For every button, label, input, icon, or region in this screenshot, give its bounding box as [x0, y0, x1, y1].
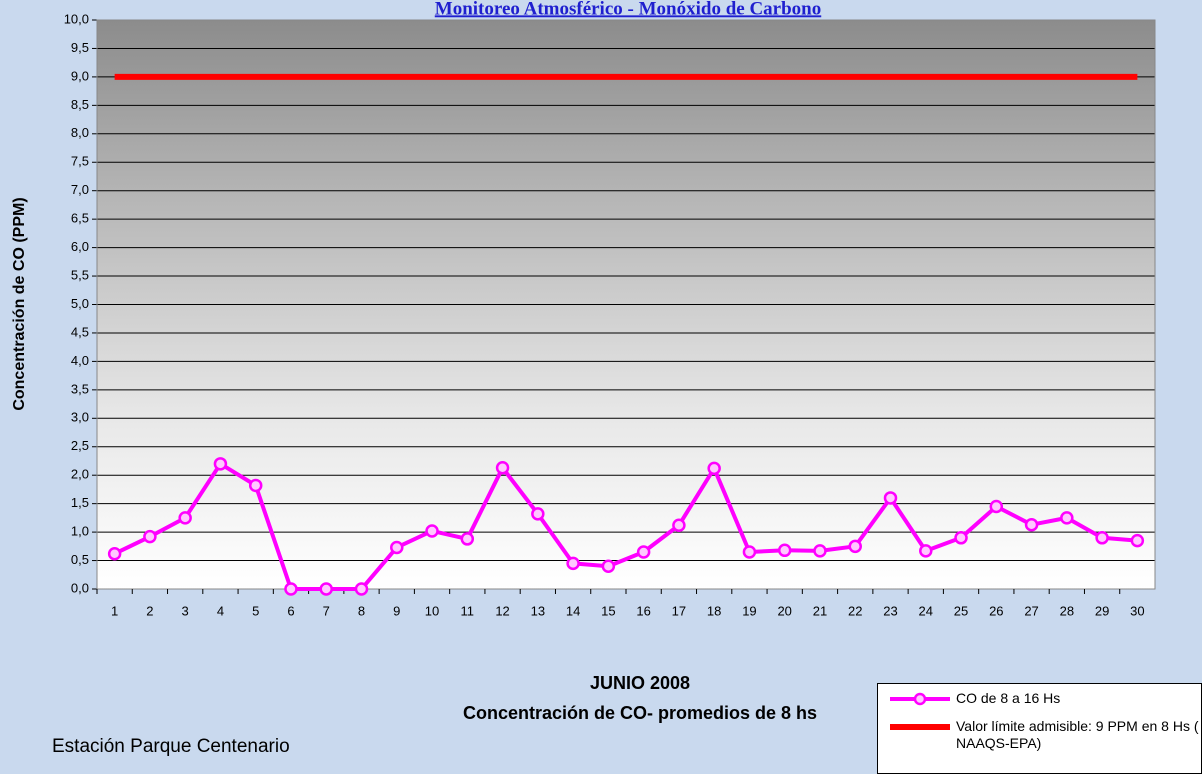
y-tick-label: 8,5 — [71, 97, 89, 112]
y-tick-label: 9,0 — [71, 68, 89, 83]
x-tick-label: 17 — [672, 603, 686, 618]
x-tick-label: 6 — [287, 603, 294, 618]
y-tick-label: 9,5 — [71, 40, 89, 55]
x-tick-label: 15 — [601, 603, 615, 618]
legend-label: Valor límite admisible: 9 PPM en 8 Hs ( … — [956, 718, 1199, 751]
y-axis-label: Concentración de CO (PPM) — [11, 197, 28, 410]
legend: CO de 8 a 16 Hs Valor límite admisible: 9… — [877, 683, 1202, 774]
x-tick-label: 19 — [742, 603, 756, 618]
y-tick-label: 6,5 — [71, 211, 89, 226]
x-tick-label: 26 — [989, 603, 1003, 618]
x-tick-label: 12 — [495, 603, 509, 618]
data-point — [460, 532, 475, 546]
legend-entry: Valor límite admisible: 9 PPM en 8 Hs ( … — [888, 718, 1202, 752]
x-tick-label: 13 — [531, 603, 545, 618]
data-point — [1024, 517, 1039, 532]
x-tick-label: 14 — [566, 603, 580, 618]
data-point — [883, 491, 898, 505]
data-point — [777, 543, 792, 558]
x-tick-label: 2 — [146, 603, 153, 618]
data-point — [284, 582, 298, 596]
x-tick-label: 9 — [393, 603, 400, 618]
data-point — [178, 511, 192, 525]
x-tick-label: 29 — [1095, 603, 1109, 618]
data-point — [954, 531, 968, 545]
data-point — [636, 545, 651, 559]
x-tick-label: 23 — [883, 603, 897, 618]
y-tick-label: 7,0 — [71, 182, 89, 197]
y-tick-label: 1,5 — [71, 495, 89, 510]
y-tick-label: 0,5 — [71, 552, 89, 567]
x-tick-label: 8 — [358, 603, 365, 618]
x-axis-label: JUNIO 2008 — [590, 673, 690, 693]
data-point — [531, 507, 545, 521]
x-axis-sublabel: Concentración de CO- promedios de 8 hs — [463, 703, 817, 723]
x-tick-label: 20 — [777, 603, 791, 618]
data-point — [390, 540, 404, 555]
legend-label: CO de 8 a 16 Hs — [956, 690, 1061, 706]
y-tick-label: 5,5 — [71, 267, 89, 282]
y-tick-label: 4,0 — [71, 353, 89, 368]
y-tick-label: 8,0 — [71, 125, 89, 140]
x-tick-label: 24 — [919, 603, 933, 618]
x-tick-label: 16 — [636, 603, 650, 618]
legend-swatch — [890, 724, 950, 730]
legend-marker — [913, 692, 927, 706]
data-point — [848, 539, 862, 554]
data-point — [707, 461, 721, 476]
series-line — [113, 461, 1138, 591]
x-tick-label: 4 — [217, 603, 224, 618]
x-tick-label: 30 — [1130, 603, 1144, 618]
data-point — [742, 545, 757, 559]
x-tick-label: 28 — [1060, 603, 1074, 618]
data-point — [672, 518, 686, 533]
data-point — [989, 499, 1004, 514]
data-point — [1095, 531, 1109, 545]
data-point — [248, 478, 263, 493]
x-tick-label: 25 — [954, 603, 968, 618]
y-tick-label: 1,0 — [71, 524, 89, 539]
x-tick-label: 10 — [425, 603, 439, 618]
x-tick-label: 11 — [461, 603, 475, 618]
legend-swatch — [890, 692, 950, 706]
data-point — [495, 461, 510, 475]
x-tick-label: 1 — [111, 603, 118, 618]
y-tick-label: 3,5 — [71, 381, 89, 396]
data-point — [813, 544, 827, 558]
data-point — [143, 529, 157, 544]
x-tick-label: 27 — [1024, 603, 1038, 618]
x-tick-label: 5 — [252, 603, 259, 618]
y-tick-label: 2,0 — [71, 467, 89, 482]
data-point — [354, 582, 369, 596]
data-point — [213, 457, 228, 471]
data-point — [319, 582, 333, 596]
y-tick-label: 10,0 — [64, 11, 89, 26]
y-tick-label: 2,5 — [71, 438, 89, 453]
x-tick-label: 21 — [813, 603, 827, 618]
y-tick-label: 7,5 — [71, 154, 89, 169]
data-point — [425, 524, 439, 538]
x-tick-label: 3 — [182, 603, 189, 618]
y-tick-label: 3,0 — [71, 410, 89, 425]
y-tick-label: 5,0 — [71, 296, 89, 311]
legend-entry: CO de 8 a 16 Hs — [888, 690, 1202, 708]
x-tick-label: 22 — [848, 603, 862, 618]
y-tick-label: 4,5 — [71, 324, 89, 339]
data-point — [107, 546, 122, 561]
data-point — [1130, 533, 1145, 548]
data-point — [601, 559, 616, 573]
footer: Estación Parque Centenario — [52, 736, 290, 757]
data-point — [919, 544, 933, 558]
y-tick-label: 0,0 — [71, 580, 89, 595]
data-point — [566, 556, 580, 571]
x-tick-label: 7 — [323, 603, 330, 618]
data-point — [1060, 511, 1074, 525]
y-tick-label: 6,0 — [71, 239, 89, 254]
chart-title: Monitoreo Atmosférico - Monóxido de Carb… — [435, 0, 821, 19]
x-tick-label: 18 — [707, 603, 721, 618]
